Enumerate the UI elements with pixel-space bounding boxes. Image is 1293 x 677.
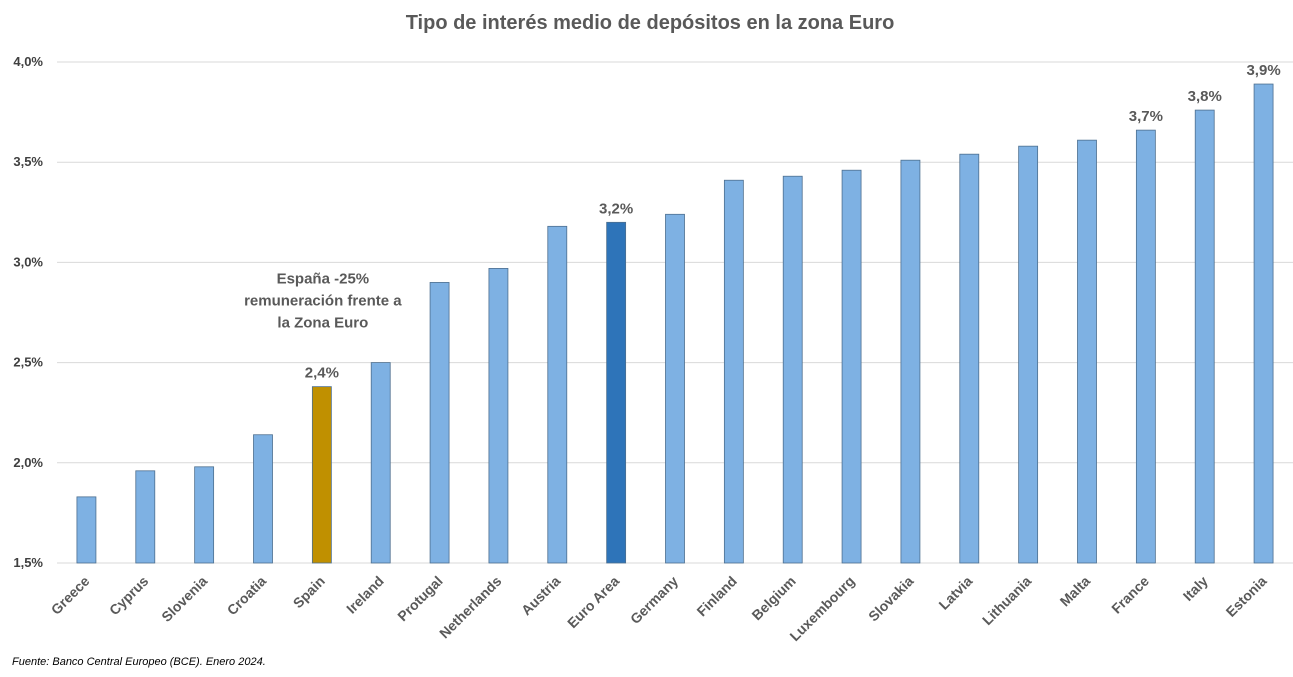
annotation-line: la Zona Euro xyxy=(277,315,368,332)
x-tick-label: Netherlands xyxy=(436,573,505,642)
data-labels: 2,4% 3,2% 3,7% 3,8% 3,9% xyxy=(305,62,1281,382)
x-tick-label: Protugal xyxy=(394,573,445,624)
x-tick-label: Germany xyxy=(627,573,681,627)
x-tick-label: Estonia xyxy=(1223,573,1270,620)
bars xyxy=(76,83,1274,564)
bar-greece xyxy=(76,496,97,564)
bar-protugal xyxy=(429,282,450,564)
y-tick-label: 2,0% xyxy=(13,455,43,470)
x-tick-label: Cyprus xyxy=(106,573,152,619)
y-tick-label: 3,5% xyxy=(13,154,43,169)
bar-belgium xyxy=(782,175,803,564)
data-label-estonia: 3,9% xyxy=(1246,62,1280,79)
bar-euro-area xyxy=(606,221,627,564)
x-tick-label: Euro Area xyxy=(564,573,622,631)
x-tick-label: Belgium xyxy=(748,573,798,623)
data-label-france: 3,7% xyxy=(1129,108,1163,125)
x-tick-label: Slovakia xyxy=(865,573,917,625)
bar-lithuania xyxy=(1018,145,1039,564)
bar-finland xyxy=(723,179,744,564)
bar-germany xyxy=(665,213,685,564)
x-tick-label: Italy xyxy=(1180,573,1211,604)
bar-croatia xyxy=(253,434,273,564)
bar-netherlands xyxy=(488,268,509,564)
x-tick-label: Malta xyxy=(1056,573,1093,610)
x-tick-label: Slovenia xyxy=(158,573,210,625)
y-tick-label: 3,0% xyxy=(13,254,43,269)
x-tick-label: Greece xyxy=(48,573,93,618)
x-tick-label: Finland xyxy=(693,573,740,620)
annotation-line: remuneración frente a xyxy=(244,293,402,310)
bar-luxembourg xyxy=(841,169,862,564)
x-tick-label: Spain xyxy=(290,573,328,611)
bar-italy xyxy=(1194,109,1215,564)
x-tick-label: Austria xyxy=(518,573,564,619)
chart-title: Tipo de interés medio de depósitos en la… xyxy=(406,12,895,34)
x-axis: Greece Cyprus Slovenia Croatia Spain Ireland P… xyxy=(48,573,1270,644)
x-tick-label: Ireland xyxy=(343,573,387,617)
bar-latvia xyxy=(959,153,980,564)
bar-austria xyxy=(547,225,568,564)
bar-slovenia xyxy=(194,466,215,564)
bar-malta xyxy=(1077,139,1097,564)
data-label-spain: 2,4% xyxy=(305,365,339,382)
bar-spain xyxy=(311,386,332,564)
y-tick-label: 4,0% xyxy=(13,54,43,69)
bar-cyprus xyxy=(135,470,156,564)
y-axis: 1,5% 2,0% 2,5% 3,0% 3,5% 4,0% xyxy=(13,54,43,570)
x-tick-label: France xyxy=(1108,573,1152,617)
bar-ireland xyxy=(370,362,391,564)
y-tick-label: 1,5% xyxy=(13,555,43,570)
x-tick-label: Latvia xyxy=(935,573,975,613)
annotation-line: España -25% xyxy=(277,271,370,288)
spain-annotation: España -25% remuneración frente a la Zona … xyxy=(244,271,402,332)
bar-chart: Tipo de interés medio de depósitos en la… xyxy=(13,12,1293,644)
data-label-italy: 3,8% xyxy=(1188,88,1222,105)
bar-france xyxy=(1135,129,1156,564)
y-tick-label: 2,5% xyxy=(13,355,43,370)
source-note: Fuente: Banco Central Europeo (BCE). Ene… xyxy=(12,656,266,668)
bar-estonia xyxy=(1253,83,1274,564)
x-tick-label: Lithuania xyxy=(979,573,1034,628)
x-tick-label: Croatia xyxy=(224,573,270,619)
bar-slovakia xyxy=(900,159,921,564)
data-label-euro-area: 3,2% xyxy=(599,200,633,217)
